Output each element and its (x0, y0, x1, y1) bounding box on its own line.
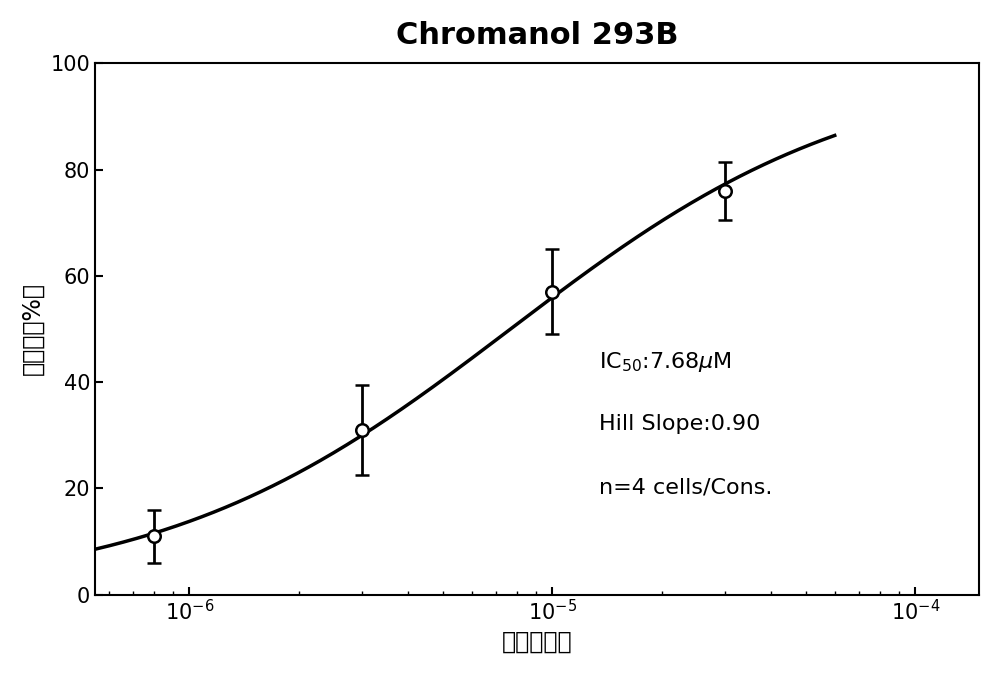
Title: Chromanol 293B: Chromanol 293B (396, 21, 678, 50)
Text: IC$_{50}$:7.68$\mu$M: IC$_{50}$:7.68$\mu$M (599, 350, 732, 374)
X-axis label: 浓度，摩尔: 浓度，摩尔 (502, 630, 572, 654)
Text: n=4 cells/Cons.: n=4 cells/Cons. (599, 478, 772, 497)
Text: Hill Slope:0.90: Hill Slope:0.90 (599, 414, 760, 434)
Y-axis label: 抑制率（%）: 抑制率（%） (21, 282, 45, 375)
